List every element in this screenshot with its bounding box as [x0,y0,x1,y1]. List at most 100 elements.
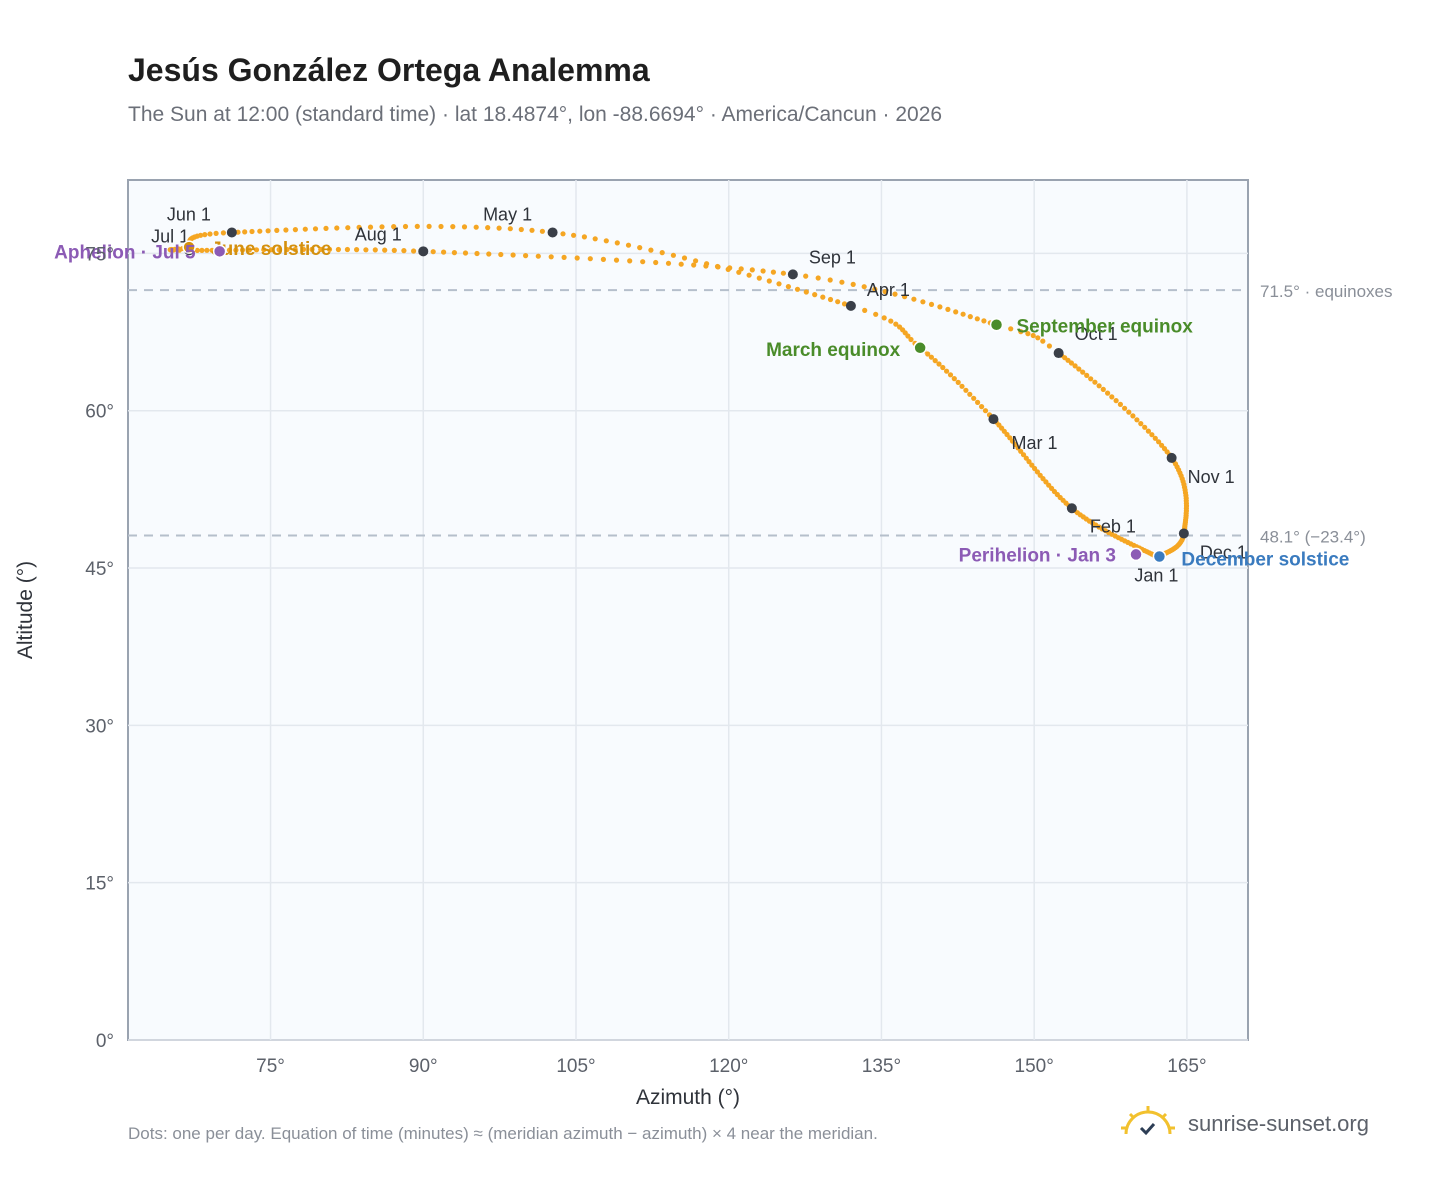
daily-sun-dot [1105,390,1111,396]
daily-sun-dot [627,258,633,264]
daily-sun-dot [1023,455,1029,461]
daily-sun-dot [820,294,826,300]
daily-sun-dot [911,296,917,302]
daily-sun-dot [367,224,374,230]
daily-sun-dot [841,301,848,307]
daily-sun-dot [438,223,444,230]
daily-sun-dot [249,228,255,235]
month-label: May 1 [483,204,532,224]
month-marker [226,227,237,238]
month-marker [1178,528,1189,539]
daily-sun-dot [220,230,226,236]
daily-sun-dot [947,372,954,378]
daily-sun-dot [967,314,973,320]
daily-sun-dot [496,225,502,231]
daily-sun-dot [953,309,959,315]
y-tick-label: 75° [85,244,114,265]
daily-sun-dot [194,247,200,253]
y-axis-label: Altitude (°) [14,561,37,659]
daily-sun-dot [1096,383,1102,389]
x-tick-label: 135° [862,1056,901,1077]
daily-sun-dot [345,225,351,231]
daily-sun-dot [302,226,308,232]
daily-sun-dot [862,307,868,313]
daily-sun-dot [1018,329,1024,335]
daily-sun-dot [265,228,271,234]
daily-sun-dot [414,223,420,229]
daily-sun-dot [665,260,672,266]
daily-sun-dot [738,266,744,272]
daily-sun-dot [600,256,607,262]
event-label: September equinox [1017,317,1194,338]
daily-sun-dot [284,246,290,253]
daily-sun-dot [691,262,697,268]
daily-sun-dot [274,227,280,233]
reference-lines: 71.5° · equinoxes 48.1° (−23.4°) [128,282,1393,547]
y-tick-label: 60° [85,402,114,423]
brand[interactable]: sunrise-sunset.org [1120,1100,1369,1148]
daily-sun-dot [727,265,733,271]
month-marker [988,414,999,425]
daily-sun-dot [979,404,985,410]
daily-sun-dot [613,257,620,263]
month-marker [418,246,429,257]
daily-sun-dot [372,247,378,253]
x-tick-label: 165° [1167,1056,1206,1077]
daily-sun-dot [430,249,436,255]
daily-sun-dot [893,321,899,327]
daily-sun-dot [1134,417,1140,423]
daily-sun-dot [486,251,492,257]
daily-sun-dot [391,247,397,253]
event-label: June solstice [211,239,331,260]
daily-sun-dot [176,247,182,253]
daily-sun-dot [850,281,856,287]
month-label: Jan 1 [1134,566,1178,586]
daily-sun-dot [1149,432,1155,438]
daily-sun-dot [326,246,333,252]
month-label: Jun 1 [167,204,211,224]
daily-sun-dot [1008,326,1014,332]
daily-sun-dot [450,224,456,230]
daily-sun-dot [529,227,535,233]
daily-sun-dot [391,224,397,230]
daily-sun-dot [1025,331,1031,337]
event-markers: March equinox September equinox December s… [54,239,1349,570]
daily-sun-dot [963,387,969,393]
daily-sun-dot [960,311,966,317]
daily-sun-dot [1117,401,1123,407]
daily-sun-dot [873,311,879,317]
daily-sun-dot [827,277,833,283]
daily-sun-dot [571,232,577,238]
daily-sun-dot [1030,332,1036,339]
daily-sun-dot [379,224,385,230]
daily-sun-dot [474,250,480,257]
daily-sun-dot [746,272,752,278]
daily-sun-dot [1076,366,1082,372]
daily-sun-dot [925,351,931,357]
daily-sun-dot [261,247,267,253]
daily-sun-dot [1142,424,1148,430]
daily-sun-dot [402,223,409,230]
daily-sun-dot [982,408,989,414]
daily-sun-dot [1122,405,1128,411]
daily-sun-dot [703,263,709,269]
daily-sun-dot [1113,398,1119,404]
event-label: March equinox [766,340,901,361]
daily-sun-dot [561,254,567,260]
daily-sun-dot [974,316,980,322]
daily-sun-dot [507,226,513,232]
daily-sun-dot [637,245,643,251]
daily-sun-dot [239,247,246,253]
daily-sun-dot [815,275,821,281]
daily-sun-dot [539,228,546,234]
daily-sun-dot [1035,335,1041,341]
daily-sun-dot [1092,379,1098,385]
daily-sun-dot [872,286,878,292]
daily-sun-dot [574,255,580,261]
daily-sun-dot [233,247,239,253]
y-tick-label: 0° [96,1031,114,1052]
daily-sun-dot [587,256,593,262]
daily-sun-dot [785,284,792,290]
daily-sun-dot [1084,372,1090,378]
